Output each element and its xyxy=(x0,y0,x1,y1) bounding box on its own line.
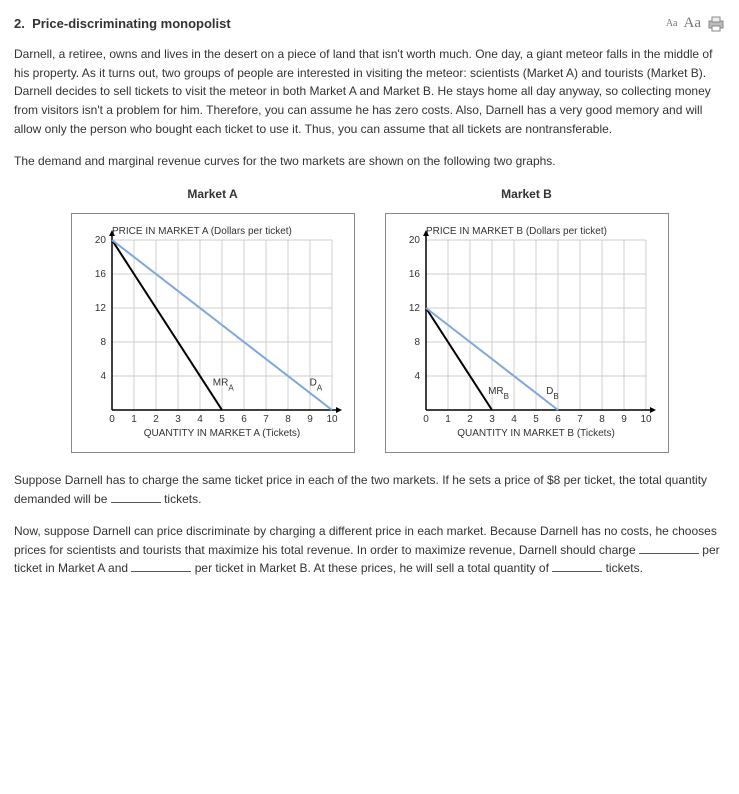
svg-text:3: 3 xyxy=(489,414,495,425)
svg-text:20: 20 xyxy=(408,235,420,246)
svg-text:12: 12 xyxy=(94,303,106,314)
question-2: Now, suppose Darnell can price discrimin… xyxy=(14,522,725,578)
q2-text-a: Now, suppose Darnell can price discrimin… xyxy=(14,524,717,557)
svg-text:MRB: MRB xyxy=(488,386,509,401)
print-icon[interactable] xyxy=(707,16,725,32)
svg-text:7: 7 xyxy=(263,414,269,425)
svg-text:5: 5 xyxy=(533,414,539,425)
svg-text:QUANTITY IN MARKET A (Tickets): QUANTITY IN MARKET A (Tickets) xyxy=(143,428,300,439)
svg-text:9: 9 xyxy=(621,414,627,425)
svg-text:MRA: MRA xyxy=(212,378,234,393)
svg-text:2: 2 xyxy=(467,414,473,425)
blank-total-qty-discriminate[interactable] xyxy=(552,560,602,572)
svg-text:8: 8 xyxy=(599,414,605,425)
svg-text:4: 4 xyxy=(414,371,420,382)
chart-b-heading: Market B xyxy=(501,185,552,204)
svg-text:6: 6 xyxy=(555,414,561,425)
svg-text:3: 3 xyxy=(175,414,181,425)
svg-text:10: 10 xyxy=(640,414,652,425)
chart-a: 01234567891048121620QUANTITY IN MARKET A… xyxy=(71,213,355,453)
q2-text-c: per ticket in Market B. At these prices,… xyxy=(191,561,552,575)
svg-text:8: 8 xyxy=(285,414,291,425)
svg-text:1: 1 xyxy=(131,414,137,425)
toolbar: Aa Aa xyxy=(666,12,725,35)
chart-b: 01234567891048121620QUANTITY IN MARKET B… xyxy=(385,213,669,453)
question-title: Price-discriminating monopolist xyxy=(32,16,231,31)
font-size-large-button[interactable]: Aa xyxy=(684,12,702,35)
svg-text:1: 1 xyxy=(445,414,451,425)
svg-text:6: 6 xyxy=(241,414,247,425)
svg-text:4: 4 xyxy=(197,414,203,425)
svg-text:0: 0 xyxy=(423,414,429,425)
svg-text:PRICE IN MARKET B (Dollars per: PRICE IN MARKET B (Dollars per ticket) xyxy=(426,226,607,237)
svg-text:QUANTITY IN MARKET B (Tickets): QUANTITY IN MARKET B (Tickets) xyxy=(457,428,615,439)
svg-text:12: 12 xyxy=(408,303,420,314)
svg-text:16: 16 xyxy=(408,269,420,280)
svg-text:4: 4 xyxy=(100,371,106,382)
svg-text:8: 8 xyxy=(100,337,106,348)
blank-price-market-b[interactable] xyxy=(131,560,191,572)
svg-text:16: 16 xyxy=(94,269,106,280)
svg-text:5: 5 xyxy=(219,414,225,425)
q1-text-b: tickets. xyxy=(161,492,202,506)
font-size-small-button[interactable]: Aa xyxy=(666,16,678,32)
chart-a-heading: Market A xyxy=(187,185,237,204)
question-number: 2. xyxy=(14,16,25,31)
svg-text:20: 20 xyxy=(94,235,106,246)
blank-total-qty-same-price[interactable] xyxy=(111,491,161,503)
graph-intro-paragraph: The demand and marginal revenue curves f… xyxy=(14,152,725,171)
svg-text:0: 0 xyxy=(109,414,115,425)
svg-text:7: 7 xyxy=(577,414,583,425)
svg-text:PRICE IN MARKET A (Dollars per: PRICE IN MARKET A (Dollars per ticket) xyxy=(112,226,292,237)
blank-price-market-a[interactable] xyxy=(639,542,699,554)
question-1: Suppose Darnell has to charge the same t… xyxy=(14,471,725,508)
svg-text:10: 10 xyxy=(326,414,338,425)
intro-paragraph: Darnell, a retiree, owns and lives in th… xyxy=(14,45,725,138)
svg-text:2: 2 xyxy=(153,414,159,425)
svg-text:DB: DB xyxy=(546,386,559,401)
svg-text:DA: DA xyxy=(309,378,322,393)
svg-text:9: 9 xyxy=(307,414,313,425)
q2-text-d: tickets. xyxy=(602,561,643,575)
svg-text:8: 8 xyxy=(414,337,420,348)
svg-text:4: 4 xyxy=(511,414,517,425)
